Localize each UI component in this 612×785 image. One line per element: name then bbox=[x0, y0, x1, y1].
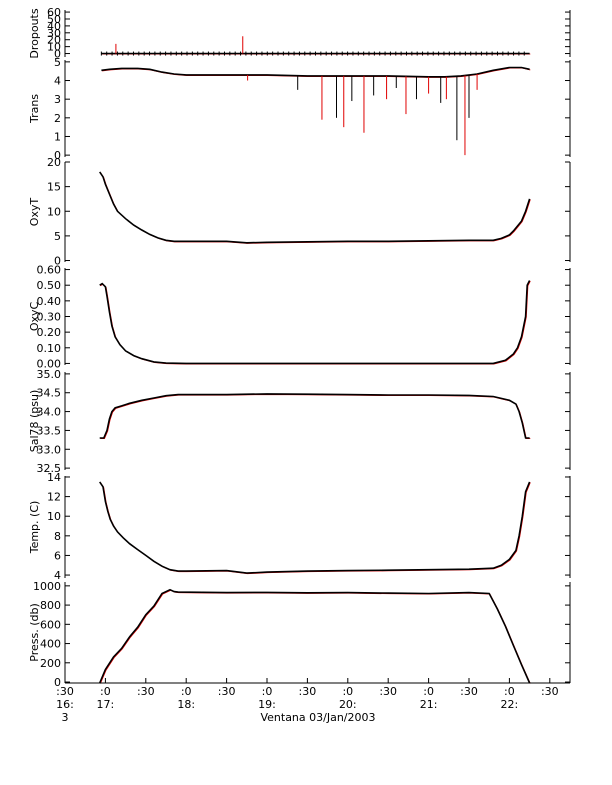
y-axis-label: Dropouts bbox=[28, 8, 41, 58]
y-tick-label: 600 bbox=[40, 618, 61, 631]
x-tick-label-hour: 17: bbox=[97, 698, 115, 711]
x-tick-label-minutes: :30 bbox=[379, 685, 397, 698]
y-axis-label: OxyT bbox=[28, 198, 41, 227]
panels: 0102030405060Dropouts012345Trans05101520… bbox=[28, 6, 571, 689]
y-tick-label: 10 bbox=[47, 205, 61, 218]
x-axis-label: Ventana 03/Jan/2003 bbox=[260, 711, 375, 724]
x-tick-label-hour: 19: bbox=[258, 698, 276, 711]
x-tick-label-hour: 21: bbox=[420, 698, 438, 711]
panel-temp: 4 6 8 10 12 14 Temp. (C) bbox=[28, 471, 571, 582]
y-tick-label: 32.5 bbox=[37, 462, 62, 475]
series-line-sal78 bbox=[99, 393, 530, 439]
y-tick-label: 35.0 bbox=[37, 368, 62, 381]
y-tick-label: 30 bbox=[47, 27, 61, 40]
series-raw-temp bbox=[100, 482, 531, 575]
x-tick-label-minutes: :0 bbox=[504, 685, 515, 698]
x-tick-label-minutes: :0 bbox=[423, 685, 434, 698]
y-tick-label: 33.0 bbox=[37, 443, 62, 456]
panel-trans: 0 1 2 3 4 5 Trans bbox=[28, 56, 571, 162]
x-tick-label-minutes: :30 bbox=[56, 685, 74, 698]
series-line-temp bbox=[99, 481, 531, 574]
y-tick-label: 60 bbox=[47, 6, 61, 19]
y-axis-label: Sal78 (psu) bbox=[28, 390, 41, 453]
x-tick-label-hour: 20: bbox=[339, 698, 357, 711]
x-tick-label-minutes: :0 bbox=[100, 685, 111, 698]
y-tick-label: 0 bbox=[54, 255, 61, 268]
x-tick-label-hour: 18: bbox=[177, 698, 195, 711]
x-tick-label-minutes: :30 bbox=[137, 685, 155, 698]
y-tick-label: 0.50 bbox=[37, 279, 62, 292]
panel-oxyc: 0.00 0.10 0.20 0.30 0.40 0.50 0.60 OxyC bbox=[28, 264, 571, 370]
y-tick-label: 5 bbox=[54, 56, 61, 69]
y-tick-label: 2 bbox=[54, 112, 61, 125]
y-tick-label: 1 bbox=[54, 130, 61, 143]
y-tick-label: 10 bbox=[47, 510, 61, 523]
y-tick-label: 33.5 bbox=[37, 424, 62, 437]
y-tick-label: 5 bbox=[54, 230, 61, 243]
y-tick-label: 40 bbox=[47, 20, 61, 33]
y-tick-label: 50 bbox=[47, 13, 61, 26]
y-tick-label: 34.0 bbox=[37, 406, 62, 419]
y-axis-label: Temp. (C) bbox=[28, 501, 41, 555]
x-tick-label-minutes: :30 bbox=[541, 685, 559, 698]
y-tick-label: 400 bbox=[40, 638, 61, 651]
x-tick-label-minutes: :0 bbox=[342, 685, 353, 698]
x-axis: :3016:3:017::30:018::30:019::30:020::30:… bbox=[56, 678, 570, 724]
x-tick-label-hour: 22: bbox=[501, 698, 519, 711]
y-tick-label: 0.40 bbox=[37, 295, 62, 308]
y-tick-label: 200 bbox=[40, 657, 61, 670]
series-line-trans bbox=[101, 66, 530, 78]
y-tick-label: 10 bbox=[47, 41, 61, 54]
y-tick-label: 8 bbox=[54, 530, 61, 543]
x-tick-label-minutes: :0 bbox=[262, 685, 273, 698]
y-tick-label: 3 bbox=[54, 93, 61, 106]
y-tick-label: 20 bbox=[47, 156, 61, 169]
y-tick-label: 1000 bbox=[33, 580, 61, 593]
y-tick-label: 20 bbox=[47, 34, 61, 47]
y-tick-label: 0 bbox=[54, 48, 61, 61]
y-tick-label: 4 bbox=[54, 75, 61, 88]
y-tick-label: 14 bbox=[47, 471, 61, 484]
series-raw-sal78 bbox=[100, 394, 531, 440]
series-line-oxyc bbox=[99, 280, 531, 365]
x-tick-label-hour: 16: bbox=[56, 698, 74, 711]
y-tick-label: 0.30 bbox=[37, 311, 62, 324]
y-tick-label: 34.5 bbox=[37, 387, 62, 400]
y-tick-label: 12 bbox=[47, 491, 61, 504]
series-raw-oxyc bbox=[100, 280, 531, 365]
y-tick-label: 0.60 bbox=[37, 264, 62, 277]
y-tick-label: 0 bbox=[54, 149, 61, 162]
panel-sal78: 32.5 33.0 33.5 34.0 34.5 35.0 Sal78 (psu) bbox=[28, 368, 571, 475]
y-tick-label: 800 bbox=[40, 599, 61, 612]
series-raw-press bbox=[99, 589, 531, 684]
y-tick-label: 0 bbox=[54, 676, 61, 689]
series-line-oxyt bbox=[99, 171, 531, 244]
y-axis-label: Press. (db) bbox=[28, 603, 41, 662]
series-raw-oxyt bbox=[100, 172, 531, 244]
panel-press: 0 200 400 600 800 1000 Press. (db) bbox=[28, 580, 571, 689]
y-tick-label: 15 bbox=[47, 181, 61, 194]
x-tick-label-minutes: :0 bbox=[181, 685, 192, 698]
y-axis-label: Trans bbox=[28, 94, 41, 124]
y-axis-label: OxyC bbox=[28, 302, 41, 332]
panel-oxyt: 0 5 10 15 20 OxyT bbox=[28, 156, 571, 268]
x-tick-label-minutes: :30 bbox=[218, 685, 236, 698]
x-tick-label-minutes: :30 bbox=[299, 685, 317, 698]
y-tick-label: 0.10 bbox=[37, 342, 62, 355]
y-tick-label: 6 bbox=[54, 549, 61, 562]
y-tick-label: 0.20 bbox=[37, 326, 62, 339]
x-tick-label-minutes: :30 bbox=[460, 685, 478, 698]
y-tick-label: 4 bbox=[54, 569, 61, 582]
y-tick-label: 0.00 bbox=[37, 357, 62, 370]
series-line-press bbox=[98, 588, 531, 684]
x-tick-label-extra: 3 bbox=[62, 711, 69, 724]
